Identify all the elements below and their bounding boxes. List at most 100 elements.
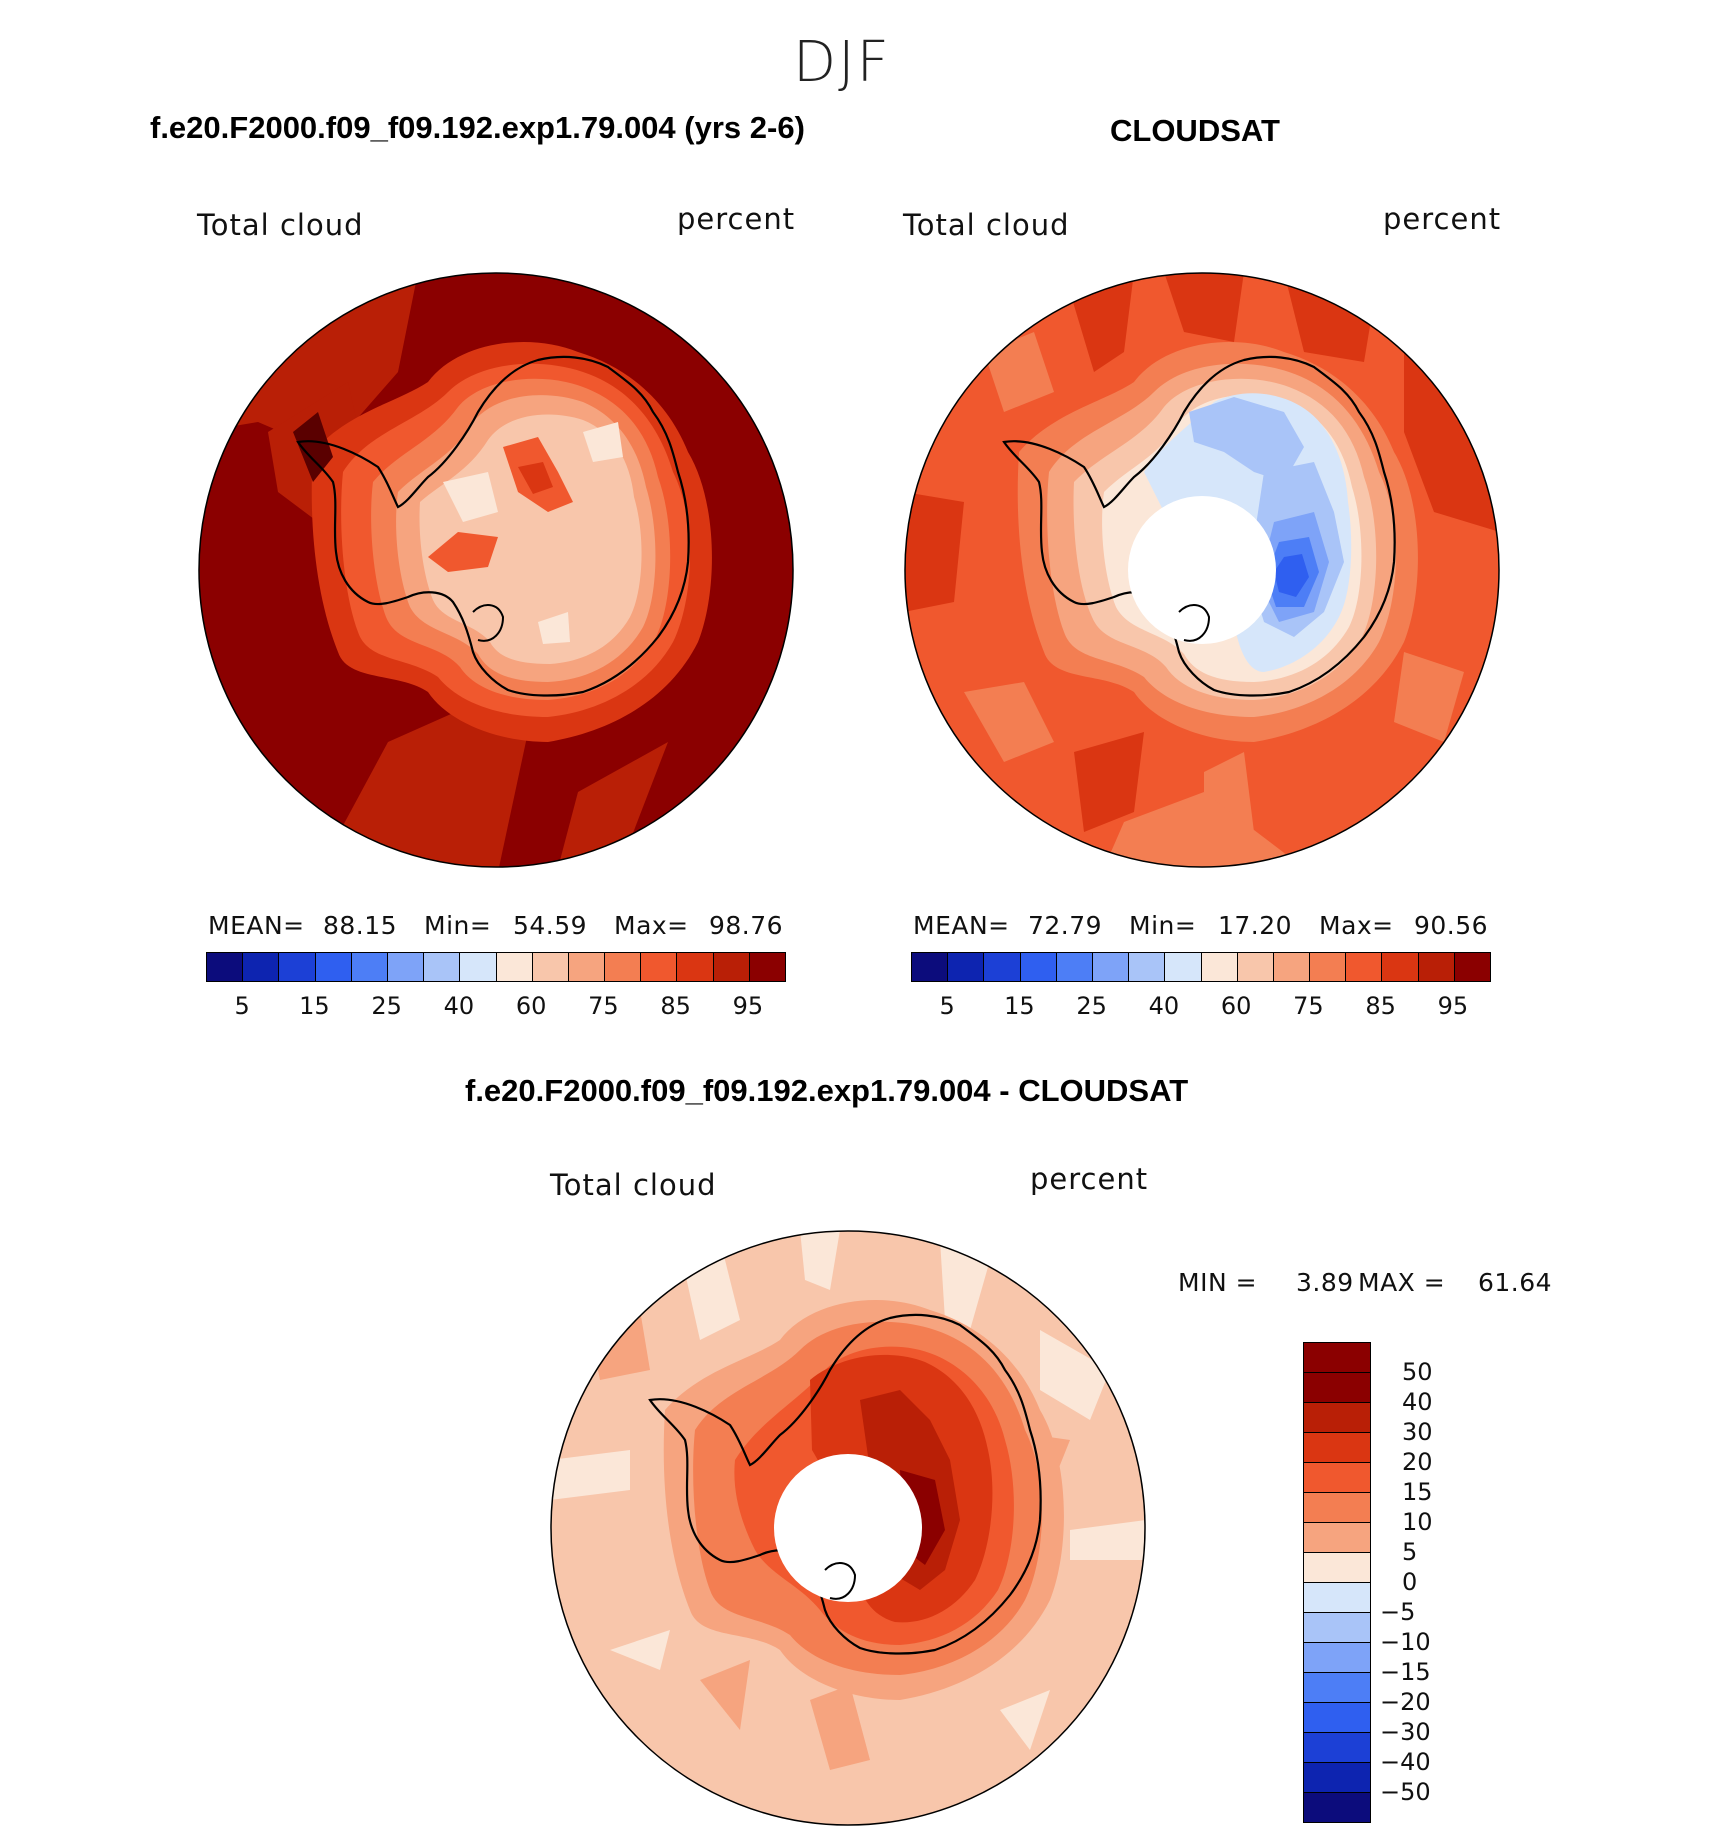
diff-colorbar-tick: −20 bbox=[1380, 1688, 1431, 1716]
obs-colorbar-tick: 95 bbox=[1437, 992, 1469, 1020]
obs-colorbar-tick: 15 bbox=[1004, 992, 1035, 1020]
model-colorbar bbox=[206, 952, 786, 982]
obs-colorbar-cell bbox=[1382, 953, 1419, 981]
obs-colorbar-cell bbox=[1273, 953, 1311, 981]
model-min-value: 54.59 bbox=[513, 911, 588, 940]
obs-mean-value: 72.79 bbox=[1028, 911, 1103, 940]
model-colorbar-tick: 95 bbox=[732, 992, 764, 1020]
diff-variable-label: Total cloud bbox=[550, 1168, 717, 1202]
diff-colorbar-tick: 0 bbox=[1402, 1568, 1418, 1596]
obs-colorbar-cell bbox=[1165, 953, 1202, 981]
model-colorbar-cell bbox=[496, 953, 533, 981]
obs-colorbar-tick: 75 bbox=[1293, 992, 1324, 1020]
model-colorbar-cell bbox=[207, 953, 244, 981]
diff-colorbar-cell bbox=[1304, 1763, 1370, 1793]
obs-colorbar-tick: 85 bbox=[1365, 992, 1396, 1020]
model-colorbar-tick: 85 bbox=[660, 992, 691, 1020]
model-colorbar-ticks: 5 15 25 40 60 75 85 95 bbox=[206, 992, 784, 1022]
model-colorbar-cell bbox=[460, 953, 497, 981]
diff-max-value: 61.64 bbox=[1478, 1268, 1553, 1297]
diff-colorbar-cell bbox=[1304, 1673, 1370, 1703]
model-min-label: Min= bbox=[424, 911, 492, 940]
obs-colorbar-cell bbox=[1056, 953, 1093, 981]
model-colorbar-tick: 25 bbox=[371, 992, 402, 1020]
model-colorbar-cell bbox=[605, 953, 642, 981]
obs-max-value: 90.56 bbox=[1414, 911, 1489, 940]
obs-colorbar-cell bbox=[1201, 953, 1238, 981]
obs-colorbar bbox=[911, 952, 1491, 982]
obs-colorbar-cell bbox=[948, 953, 985, 981]
model-mean-value: 88.15 bbox=[323, 911, 398, 940]
model-panel-title: f.e20.F2000.f09_f09.192.exp1.79.004 (yrs… bbox=[150, 110, 805, 145]
diff-colorbar-tick: 5 bbox=[1402, 1538, 1418, 1566]
model-max-value: 98.76 bbox=[709, 911, 784, 940]
model-mean-label: MEAN= bbox=[208, 911, 305, 940]
model-colorbar-cell bbox=[387, 953, 425, 981]
diff-units-label: percent bbox=[1030, 1162, 1149, 1196]
diff-colorbar bbox=[1303, 1342, 1371, 1823]
diff-colorbar-tick: −50 bbox=[1380, 1778, 1431, 1806]
diff-colorbar-tick: 50 bbox=[1402, 1358, 1433, 1386]
obs-colorbar-cell bbox=[1418, 953, 1455, 981]
diff-panel-title: f.e20.F2000.f09_f09.192.exp1.79.004 - CL… bbox=[465, 1073, 1189, 1108]
diff-colorbar-tick: −15 bbox=[1380, 1658, 1431, 1686]
obs-colorbar-cell bbox=[1129, 953, 1166, 981]
obs-colorbar-cell bbox=[1020, 953, 1057, 981]
diff-colorbar-cell bbox=[1304, 1553, 1370, 1583]
diff-colorbar-cell bbox=[1304, 1433, 1370, 1463]
diff-min-label: MIN = bbox=[1178, 1268, 1258, 1297]
diff-min-value: 3.89 bbox=[1296, 1268, 1354, 1297]
model-variable-label: Total cloud bbox=[197, 208, 364, 242]
model-colorbar-tick: 5 bbox=[234, 992, 250, 1020]
diff-colorbar-cell bbox=[1304, 1343, 1370, 1373]
season-title: DJF bbox=[793, 30, 891, 95]
diff-colorbar-cell bbox=[1304, 1583, 1370, 1613]
obs-min-value: 17.20 bbox=[1218, 911, 1293, 940]
diff-colorbar-cell bbox=[1304, 1493, 1370, 1523]
obs-units-label: percent bbox=[1383, 202, 1502, 236]
diff-colorbar-tick: 10 bbox=[1402, 1508, 1433, 1536]
model-colorbar-cell bbox=[532, 953, 569, 981]
model-colorbar-cell bbox=[424, 953, 461, 981]
model-colorbar-tick: 75 bbox=[588, 992, 619, 1020]
model-colorbar-cell bbox=[641, 953, 678, 981]
obs-polar-map bbox=[904, 272, 1500, 868]
diff-colorbar-tick: −10 bbox=[1380, 1628, 1431, 1656]
diff-colorbar-tick: 40 bbox=[1402, 1388, 1433, 1416]
obs-max-label: Max= bbox=[1319, 911, 1394, 940]
model-colorbar-cell bbox=[677, 953, 714, 981]
diff-colorbar-cell bbox=[1304, 1703, 1370, 1733]
model-max-label: Max= bbox=[614, 911, 689, 940]
model-units-label: percent bbox=[677, 202, 796, 236]
diff-colorbar-tick: 20 bbox=[1402, 1448, 1433, 1476]
model-colorbar-cell bbox=[351, 953, 388, 981]
diff-colorbar-tick: −30 bbox=[1380, 1718, 1431, 1746]
obs-colorbar-cell bbox=[1092, 953, 1130, 981]
diff-colorbar-cell bbox=[1304, 1643, 1370, 1673]
model-polar-map bbox=[198, 272, 794, 868]
diff-polar-map bbox=[550, 1230, 1146, 1826]
model-colorbar-cell bbox=[568, 953, 606, 981]
diff-colorbar-cell bbox=[1304, 1613, 1370, 1643]
obs-colorbar-tick: 40 bbox=[1148, 992, 1180, 1020]
obs-colorbar-cell bbox=[912, 953, 949, 981]
diff-max-label: MAX = bbox=[1358, 1268, 1446, 1297]
diff-colorbar-ticks: 50 40 30 20 15 10 5 0 −5 −10 −15 −20 −30 −40 −50 bbox=[1380, 1342, 1460, 1812]
diff-colorbar-cell bbox=[1304, 1523, 1370, 1553]
obs-colorbar-tick: 25 bbox=[1076, 992, 1107, 1020]
obs-colorbar-tick: 60 bbox=[1220, 992, 1252, 1020]
model-colorbar-tick: 40 bbox=[443, 992, 475, 1020]
diff-colorbar-tick: 15 bbox=[1402, 1478, 1433, 1506]
diff-colorbar-cell bbox=[1304, 1793, 1370, 1822]
model-colorbar-tick: 15 bbox=[299, 992, 330, 1020]
obs-panel-title: CLOUDSAT bbox=[1110, 113, 1280, 148]
obs-variable-label: Total cloud bbox=[903, 208, 1070, 242]
model-colorbar-cell bbox=[749, 953, 785, 981]
obs-colorbar-cell bbox=[1310, 953, 1347, 981]
model-colorbar-cell bbox=[315, 953, 352, 981]
obs-min-label: Min= bbox=[1129, 911, 1197, 940]
diff-colorbar-cell bbox=[1304, 1733, 1370, 1763]
diff-colorbar-cell bbox=[1304, 1403, 1370, 1433]
model-colorbar-cell bbox=[713, 953, 750, 981]
obs-colorbar-cell bbox=[984, 953, 1021, 981]
